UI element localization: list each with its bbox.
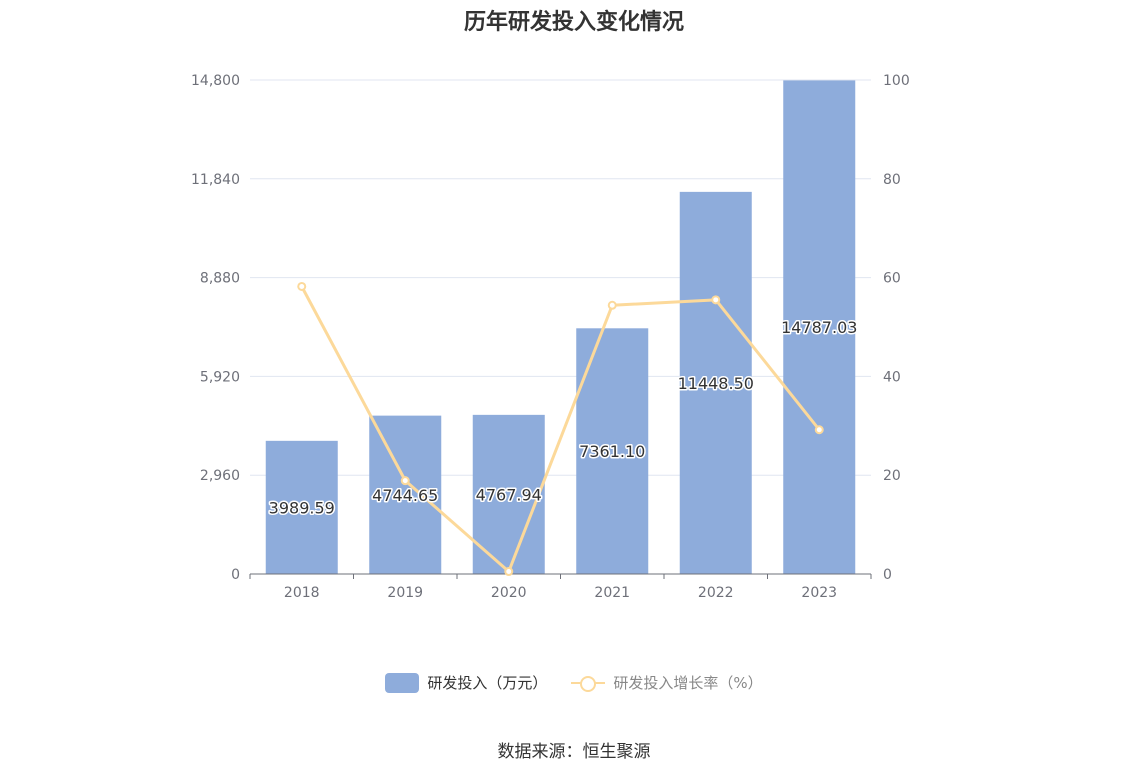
bar — [783, 80, 856, 574]
y-right-tick-label: 20 — [883, 468, 901, 484]
y-left-tick-label: 2,960 — [200, 468, 240, 484]
x-tick-label: 2020 — [491, 585, 527, 601]
y-left-tick-label: 0 — [231, 567, 240, 583]
bar-data-label: 14787.03 — [781, 318, 857, 337]
bar-data-label: 7361.10 — [579, 442, 645, 461]
growth-rate-line — [300, 284, 821, 574]
y-right-tick-label: 40 — [883, 369, 901, 385]
y-left-tick-label: 8,880 — [200, 271, 240, 287]
y-left-tick-label: 14,800 — [191, 73, 240, 89]
legend-swatch-bar — [385, 672, 420, 693]
x-tick-label: 2018 — [284, 585, 320, 601]
growth-rate-point — [814, 425, 824, 435]
bar — [265, 440, 338, 574]
chart-title: 历年研发投入变化情况 — [463, 10, 684, 35]
y-left-tick-label: 11,840 — [191, 172, 240, 188]
x-tick-label: 2019 — [387, 585, 423, 601]
growth-rate-point — [607, 300, 617, 310]
growth-rate-point — [504, 567, 514, 577]
legend-item-growth-rate[interactable]: 研发投入增长率（%） — [571, 672, 763, 693]
y-left-tick-label: 5,920 — [200, 369, 240, 385]
legend-label-rd-investment: 研发投入（万元） — [427, 674, 548, 692]
x-tick-label: 2021 — [594, 585, 630, 601]
bar-data-label: 4767.94 — [476, 485, 542, 504]
growth-rate-point — [400, 476, 410, 486]
legend: 研发投入（万元） 研发投入增长率（%） — [0, 672, 1148, 693]
legend-label-growth-rate: 研发投入增长率（%） — [613, 674, 763, 692]
y-right-tick-label: 80 — [883, 172, 901, 188]
bar — [369, 415, 442, 574]
y-right-tick-label: 100 — [883, 73, 910, 89]
y-right-tick-label: 0 — [883, 567, 892, 583]
x-tick-label: 2022 — [698, 585, 734, 601]
legend-item-rd-investment[interactable]: 研发投入（万元） — [385, 672, 547, 693]
legend-swatch-line — [571, 673, 606, 693]
data-source: 数据来源：恒生聚源 — [497, 742, 651, 762]
bar — [679, 191, 752, 575]
bar — [472, 414, 545, 574]
bar-data-label: 4744.65 — [372, 486, 438, 505]
growth-rate-point — [297, 281, 307, 291]
x-tick-label: 2023 — [801, 585, 837, 601]
growth-rate-point — [711, 295, 721, 305]
y-right-tick-label: 60 — [883, 271, 901, 287]
bar-data-label: 11448.50 — [678, 374, 754, 393]
bar-data-label: 3989.59 — [269, 498, 335, 517]
